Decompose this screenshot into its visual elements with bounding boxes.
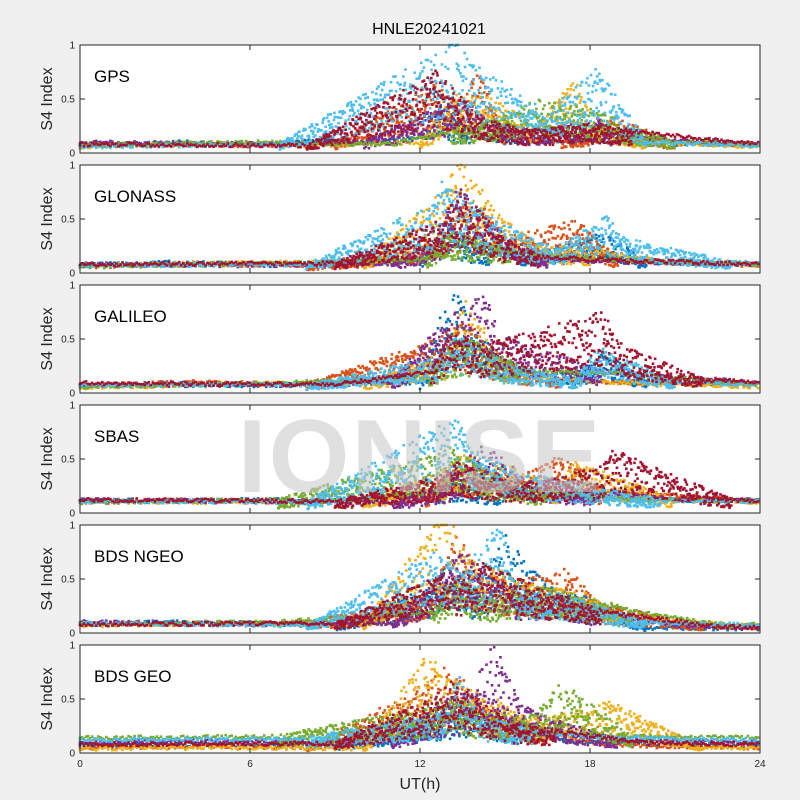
data-point xyxy=(476,74,479,77)
data-point xyxy=(577,145,580,148)
figure-title: HNLE20241021 xyxy=(372,21,486,38)
data-point xyxy=(478,92,481,95)
data-point xyxy=(472,83,475,86)
data-point xyxy=(441,89,444,92)
data-point xyxy=(621,120,624,123)
data-point xyxy=(434,101,437,104)
data-point xyxy=(398,122,401,125)
data-point xyxy=(495,114,498,117)
data-point xyxy=(582,145,585,148)
data-point xyxy=(470,87,473,90)
data-point xyxy=(401,120,404,123)
data-point xyxy=(422,99,425,102)
data-point xyxy=(466,93,469,96)
data-point xyxy=(419,110,422,113)
data-point xyxy=(565,146,568,149)
data-point xyxy=(448,138,451,141)
data-point xyxy=(482,82,485,85)
data-point xyxy=(357,137,360,140)
data-point xyxy=(382,123,385,126)
data-point xyxy=(587,144,590,147)
data-point xyxy=(427,103,430,106)
data-point xyxy=(468,142,471,145)
s4-index-figure: HNLE20241021 00.51S4 Index GPS00.51S4 Ind… xyxy=(0,0,800,800)
data-point xyxy=(424,109,427,112)
